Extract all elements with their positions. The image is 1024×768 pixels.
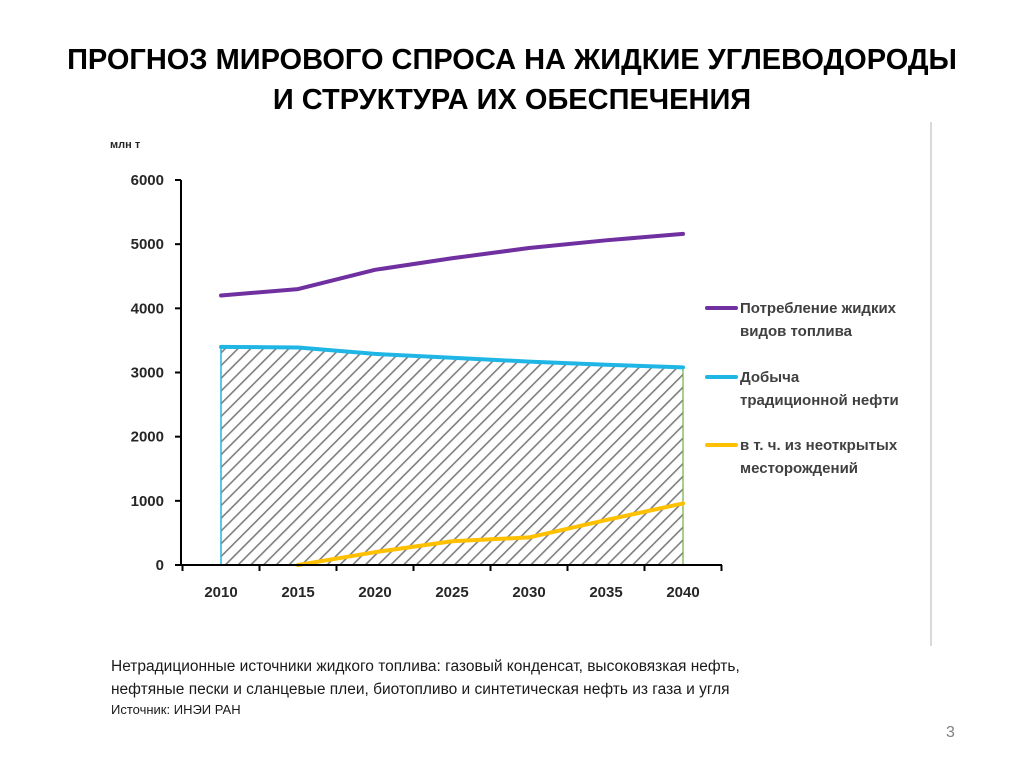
title-line-1: ПРОГНОЗ МИРОВОГО СПРОСА НА ЖИДКИЕ УГЛЕВО… — [67, 44, 957, 76]
divider-line — [930, 122, 932, 646]
x-tick-label: 2010 — [204, 584, 237, 601]
x-tick-label: 2030 — [512, 584, 545, 601]
slide-title: ПРОГНОЗ МИРОВОГО СПРОСА НА ЖИДКИЕ УГЛЕВО… — [0, 40, 1024, 120]
legend-label-2: Добыча — [740, 369, 800, 386]
y-tick-label: 5000 — [131, 236, 164, 253]
hatched-area — [221, 346, 683, 565]
y-tick-label: 6000 — [131, 172, 164, 189]
x-tick-label: 2025 — [435, 584, 468, 601]
y-unit-label: млн т — [110, 139, 141, 151]
page-number: 3 — [946, 724, 955, 741]
footnote-line-2: нефтяные пески и сланцевые плеи, биотопл… — [111, 681, 730, 698]
x-tick-label: 2015 — [281, 584, 314, 601]
source-note: Источник: ИНЭИ РАН — [111, 702, 241, 717]
series-line-3 — [296, 501, 685, 567]
footnote-line-1: Нетрадиционные источники жидкого топлива… — [111, 658, 740, 675]
title-line-2: И СТРУКТУРА ИХ ОБЕСПЕЧЕНИЯ — [272, 84, 752, 116]
legend-label-1: видов топлива — [740, 323, 853, 340]
legend-label-2: традиционной нефти — [740, 392, 899, 409]
y-tick-label: 2000 — [131, 429, 164, 446]
series-line-1 — [219, 231, 685, 298]
x-tick-label: 2040 — [666, 584, 699, 601]
legend-label-3: месторождений — [740, 460, 858, 477]
y-tick-label: 1000 — [131, 493, 164, 510]
y-tick-label: 3000 — [131, 365, 164, 382]
legend-label-1: Потребление жидких — [740, 300, 897, 317]
legend-label-3: в т. ч. из неоткрытых — [740, 437, 898, 454]
y-tick-label: 4000 — [131, 300, 164, 317]
x-tick-label: 2035 — [589, 584, 622, 601]
y-tick-label: 0 — [156, 557, 164, 574]
footnote: Нетрадиционные источники жидкого топлива… — [111, 655, 931, 719]
x-tick-label: 2020 — [358, 584, 391, 601]
